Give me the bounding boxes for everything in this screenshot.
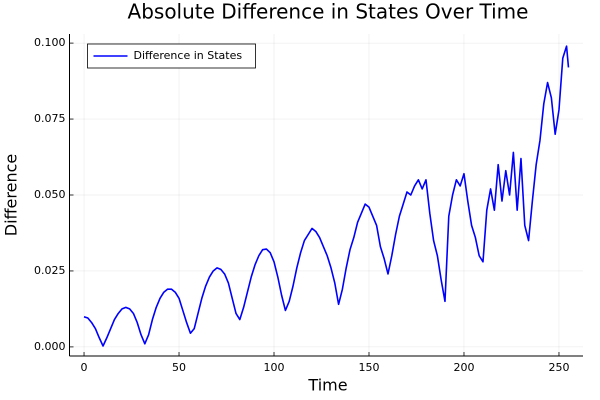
y-tick-label: 0.075 — [34, 112, 66, 125]
legend-label: Difference in States — [134, 49, 243, 62]
y-tick-label: 0.100 — [34, 36, 66, 49]
y-axis-label: Difference — [2, 154, 21, 236]
x-tick-label: 200 — [453, 361, 474, 374]
y-tick-label: 0.050 — [34, 188, 66, 201]
x-tick-label: 0 — [81, 361, 88, 374]
data-line — [83, 45, 570, 347]
x-tick-label: 100 — [264, 361, 285, 374]
x-axis-label: Time — [307, 376, 347, 395]
x-tick-label: 50 — [172, 361, 186, 374]
chart-title: Absolute Difference in States Over Time — [128, 0, 529, 24]
y-tick-label: 0.000 — [34, 340, 66, 353]
y-tick-label: 0.025 — [34, 264, 66, 277]
x-tick-label: 150 — [358, 361, 379, 374]
x-tick-label: 250 — [548, 361, 569, 374]
